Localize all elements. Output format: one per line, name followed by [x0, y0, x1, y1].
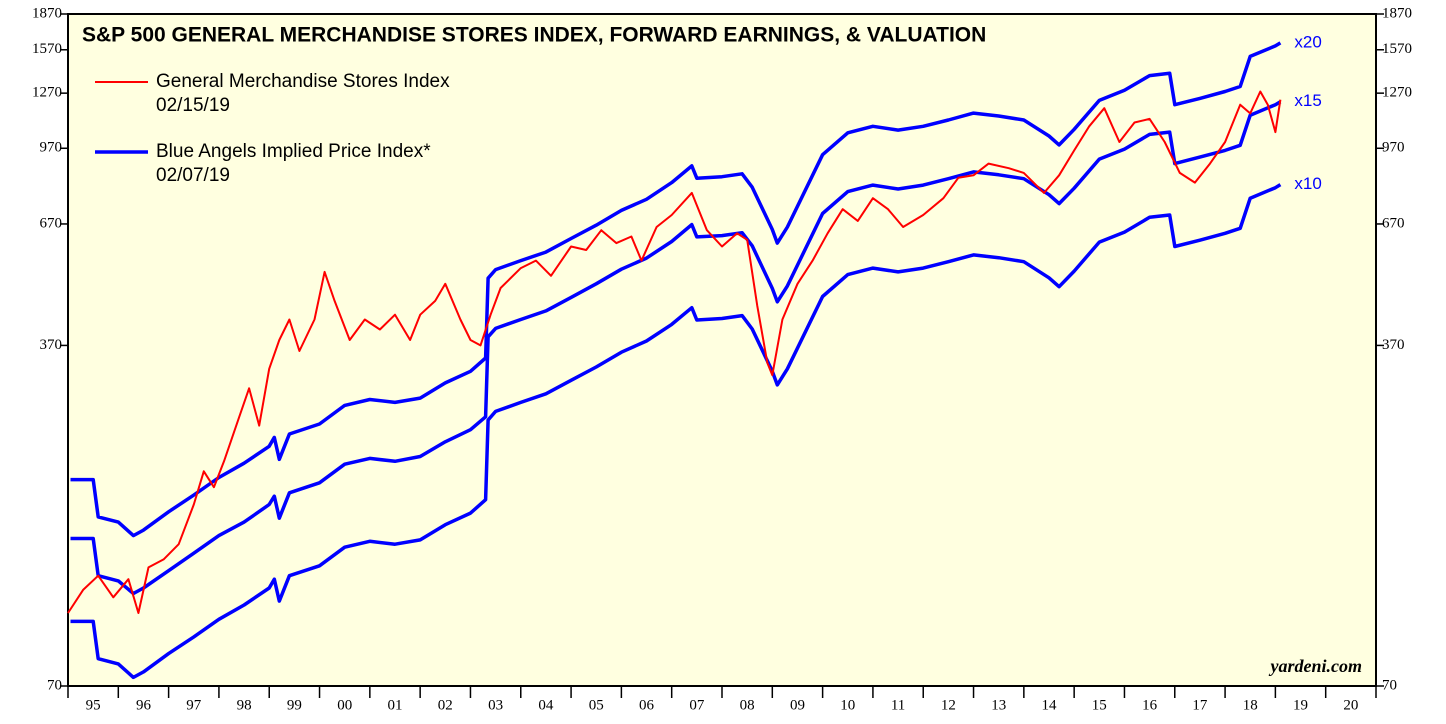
x-tick-label: 06 — [639, 697, 655, 713]
legend-label: General Merchandise Stores Index — [156, 71, 450, 92]
x-tick-label: 07 — [689, 697, 705, 713]
x-tick-label: 14 — [1042, 697, 1058, 713]
multiple-label: x15 — [1294, 91, 1321, 110]
x-tick-label: 98 — [237, 697, 252, 713]
y-tick-label: 1270 — [32, 85, 62, 101]
x-tick-label: 13 — [991, 697, 1006, 713]
x-tick-label: 16 — [1142, 697, 1158, 713]
y-tick-label-right: 970 — [1382, 140, 1405, 156]
x-tick-label: 97 — [186, 697, 202, 713]
x-tick-label: 20 — [1343, 697, 1358, 713]
legend-date: 02/15/19 — [156, 95, 230, 116]
x-tick-label: 17 — [1192, 697, 1208, 713]
series-line — [70, 41, 1282, 538]
x-tick-label: 04 — [538, 697, 554, 713]
x-tick-label: 01 — [388, 697, 403, 713]
x-tick-label: 95 — [86, 697, 101, 713]
y-tick-label: 670 — [40, 215, 63, 231]
x-tick-label: 09 — [790, 697, 805, 713]
y-tick-label-right: 1870 — [1382, 5, 1412, 21]
multiple-label: x10 — [1294, 174, 1321, 193]
plot-area — [67, 13, 1377, 687]
x-tick-label: 18 — [1243, 697, 1258, 713]
y-tick-label-right: 1570 — [1382, 41, 1412, 57]
x-tick-label: 96 — [136, 697, 152, 713]
y-tick-label: 370 — [40, 337, 63, 353]
y-tick-label-right: 70 — [1382, 677, 1397, 693]
x-tick-label: 00 — [337, 697, 352, 713]
x-tick-label: 08 — [740, 697, 755, 713]
x-tick-label: 11 — [891, 697, 905, 713]
x-tick-label: 10 — [840, 697, 855, 713]
y-tick-label: 1870 — [32, 5, 62, 21]
series-line — [67, 90, 1282, 614]
x-tick-label: 99 — [287, 697, 302, 713]
x-tick-label: 05 — [589, 697, 604, 713]
legend-date: 02/07/19 — [156, 165, 230, 186]
chart-title: S&P 500 GENERAL MERCHANDISE STORES INDEX… — [82, 24, 986, 47]
legend-label: Blue Angels Implied Price Index* — [156, 141, 431, 162]
y-tick-label: 1570 — [32, 41, 62, 57]
y-tick-label-right: 370 — [1382, 337, 1405, 353]
y-tick-label-right: 1270 — [1382, 85, 1412, 101]
x-tick-label: 03 — [488, 697, 503, 713]
y-tick-label: 970 — [40, 140, 63, 156]
y-tick-label-right: 670 — [1382, 215, 1405, 231]
series-line — [70, 100, 1282, 596]
x-tick-label: 02 — [438, 697, 453, 713]
x-tick-label: 15 — [1092, 697, 1107, 713]
source-note: yardeni.com — [1269, 656, 1363, 676]
x-tick-label: 19 — [1293, 697, 1308, 713]
y-tick-label: 70 — [47, 677, 62, 693]
multiple-label: x20 — [1294, 32, 1321, 51]
series-line — [70, 183, 1282, 680]
x-tick-label: 12 — [941, 697, 956, 713]
